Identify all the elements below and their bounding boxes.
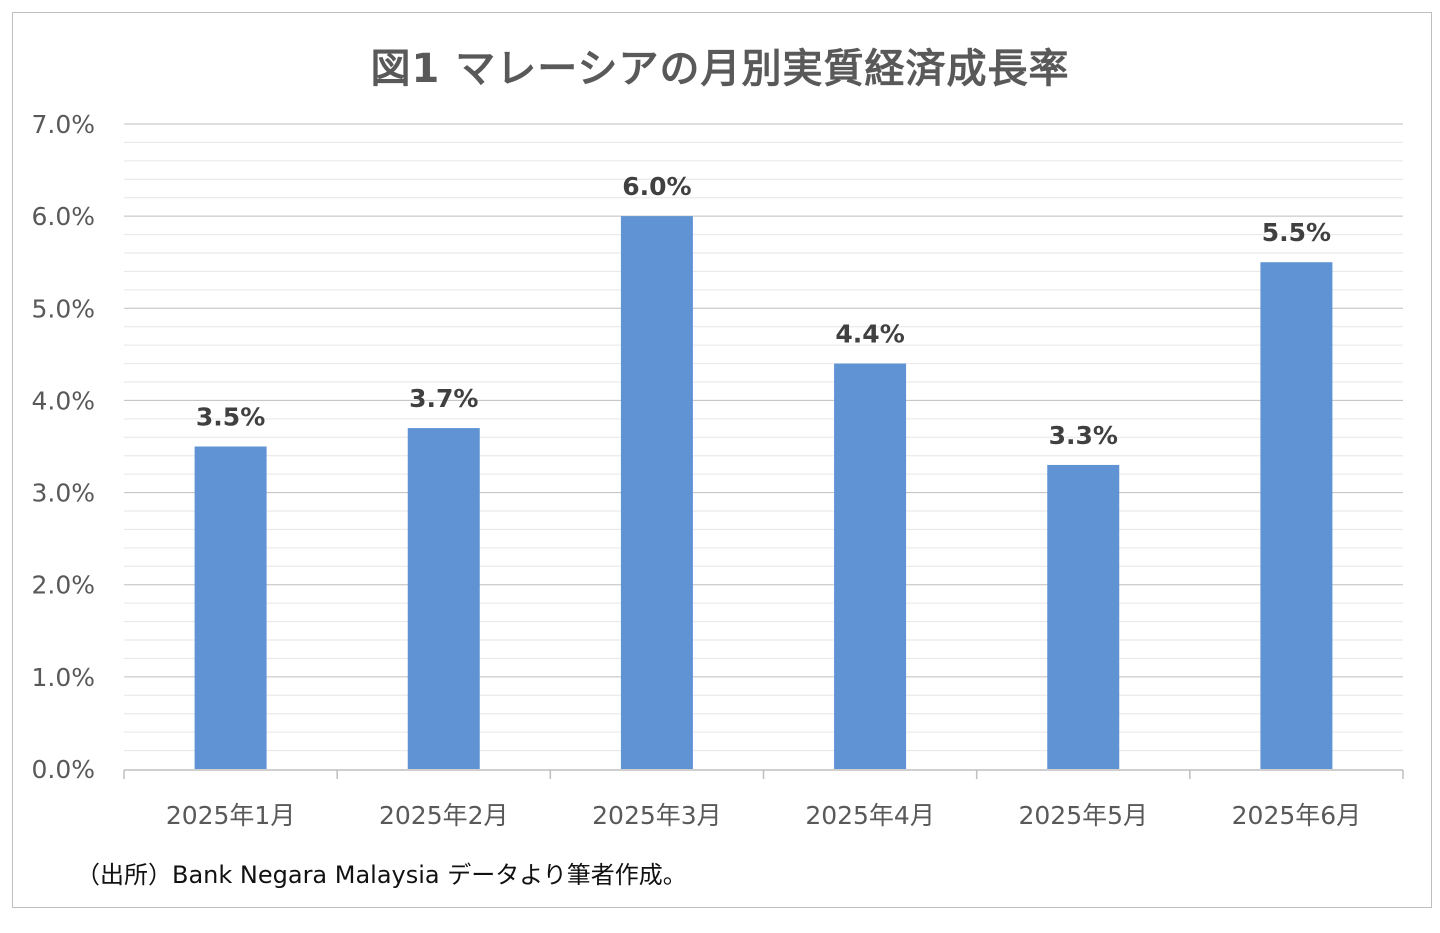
data-label: 3.3% <box>1049 421 1118 450</box>
x-tick-label: 2025年3月 <box>592 801 722 830</box>
x-tick-label: 2025年6月 <box>1232 801 1362 830</box>
x-tick-label: 2025年4月 <box>805 801 935 830</box>
x-tick-label: 2025年5月 <box>1018 801 1148 830</box>
data-label: 6.0% <box>622 172 691 201</box>
x-tick-label: 2025年1月 <box>166 801 296 830</box>
y-tick-label: 1.0% <box>31 663 95 692</box>
y-tick-label: 0.0% <box>31 755 95 784</box>
bar <box>1047 464 1120 769</box>
data-label: 5.5% <box>1262 218 1331 247</box>
bar <box>620 216 693 770</box>
y-tick-label: 7.0% <box>31 110 95 139</box>
y-tick-label: 5.0% <box>31 294 95 323</box>
data-label: 4.4% <box>835 320 904 349</box>
bar <box>194 446 267 769</box>
source-note: （出所）Bank Negara Malaysia データより筆者作成。 <box>76 861 687 889</box>
bar <box>1260 262 1333 769</box>
y-tick-label: 3.0% <box>31 479 95 508</box>
bar <box>407 428 480 769</box>
y-tick-label: 4.0% <box>31 386 95 415</box>
y-tick-label: 6.0% <box>31 202 95 231</box>
chart-title: 図1 マレーシアの月別実質経済成長率 <box>370 46 1070 92</box>
x-tick-label: 2025年2月 <box>379 801 509 830</box>
bar <box>834 363 907 769</box>
data-label: 3.7% <box>409 384 478 413</box>
y-tick-label: 2.0% <box>31 571 95 600</box>
data-label: 3.5% <box>196 403 265 432</box>
